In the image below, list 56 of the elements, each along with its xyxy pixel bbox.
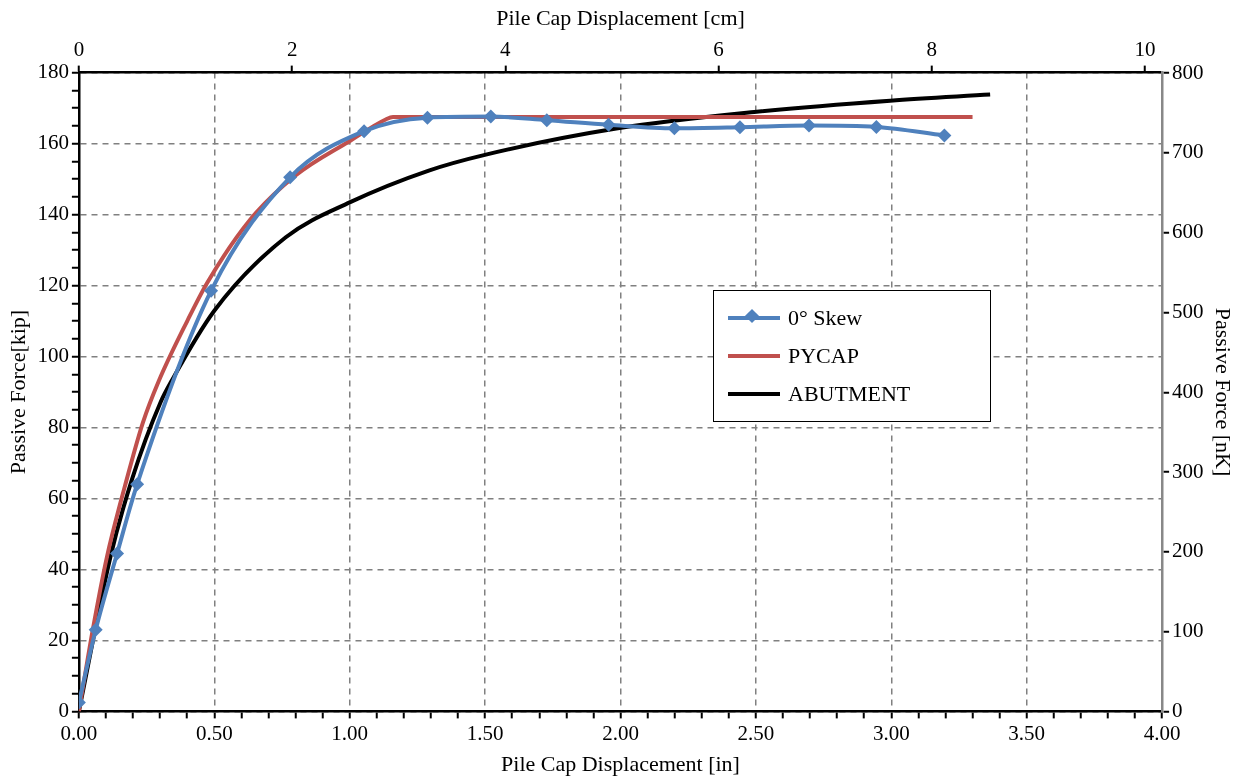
point [483, 109, 498, 124]
y-tick-label: 140 [37, 201, 69, 226]
y-tick-label: 60 [47, 484, 69, 509]
x2-tick-label: 8 [926, 36, 938, 61]
x-axis-title: Pile Cap Displacement [in] [501, 750, 740, 776]
y-tick-label: 0 [58, 697, 69, 722]
x-tick-label: 1.50 [466, 720, 504, 745]
legend-label: 0° Skew [788, 305, 863, 331]
point [539, 113, 554, 128]
y2-tick-label: 700 [1172, 139, 1204, 164]
point [937, 128, 952, 143]
x-tick-label: 0.50 [195, 720, 233, 745]
y-tick-label: 100 [37, 343, 69, 368]
y2-tick-label: 500 [1172, 299, 1204, 324]
x-tick-label: 0.00 [60, 720, 98, 745]
point [357, 124, 372, 139]
y-tick-label: 80 [47, 414, 69, 438]
y2-tick-label: 400 [1172, 378, 1204, 403]
x-tick-label: 3.50 [1008, 720, 1046, 745]
point [130, 477, 145, 492]
x2-tick-label: 6 [713, 36, 724, 61]
point [88, 622, 103, 637]
legend-label: PYCAP [788, 343, 859, 369]
y2-tick-label: 0 [1172, 697, 1183, 722]
x2-axis-title: Pile Cap Displacement [cm] [496, 4, 745, 30]
point [204, 283, 219, 298]
y-tick-label: 20 [47, 626, 69, 651]
x2-tick-label: 4 [500, 36, 512, 61]
y2-tick-label: 200 [1172, 538, 1204, 563]
x-tick-label: 2.50 [737, 720, 775, 745]
point [420, 110, 435, 125]
y-tick-label: 40 [47, 555, 69, 580]
x2-tick-label: 10 [1134, 36, 1156, 61]
x-tick-label: 3.00 [872, 720, 910, 745]
x-tick-label: 4.00 [1143, 720, 1181, 745]
legend-label: ABUTMENT [788, 381, 911, 407]
y2-tick-label: 100 [1172, 618, 1204, 643]
y2-tick-label: 800 [1172, 59, 1204, 84]
x-tick-label: 2.00 [602, 720, 639, 745]
y-tick-label: 120 [37, 272, 69, 297]
y-tick-label: 160 [37, 130, 69, 155]
y2-axis-title: Passive Force [nK] [1211, 307, 1237, 477]
point [801, 118, 816, 133]
x-tick-label: 1.00 [331, 720, 369, 745]
point [732, 120, 747, 135]
y-axis-title: Passive Force[kip] [4, 309, 30, 475]
x2-tick-label: 2 [286, 36, 298, 61]
y2-tick-label: 300 [1172, 458, 1204, 483]
point [869, 119, 884, 134]
y-tick-label: 180 [37, 59, 69, 84]
x2-tick-label: 0 [73, 36, 85, 61]
y2-tick-label: 600 [1172, 219, 1204, 244]
point [667, 121, 682, 136]
point [110, 546, 125, 561]
point [601, 117, 616, 132]
point [283, 170, 298, 185]
